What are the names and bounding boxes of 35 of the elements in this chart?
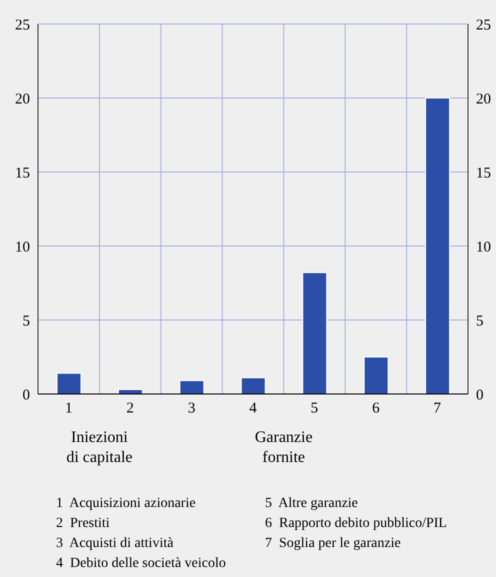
x-tick-label: 6 <box>372 400 380 417</box>
x-tick-label: 3 <box>188 400 196 417</box>
bar <box>302 272 328 394</box>
x-tick-label: 7 <box>434 400 442 417</box>
text: 3 Acquisti di attività <box>56 536 174 552</box>
x-tick-label: 2 <box>126 400 134 417</box>
y-tick-label: 15 <box>15 165 30 182</box>
text: 1 Acquisizioni azionarie <box>56 496 196 512</box>
text: Garanzie fornite <box>254 428 314 468</box>
bar <box>118 389 143 394</box>
bar <box>425 98 450 394</box>
x-tick-label: 1 <box>64 400 72 417</box>
text: 5 Altre garanzie <box>265 496 358 512</box>
bar <box>56 372 82 394</box>
text: 6 Rapporto debito pubblico/PIL <box>265 516 447 532</box>
y2-tick-label: 20 <box>476 91 491 108</box>
y-tick-label: 25 <box>15 17 30 34</box>
text: 4 Debito delle società veicolo <box>56 556 226 572</box>
text: 7 Soglia per le garanzie <box>265 536 401 552</box>
x-tick-label: 5 <box>310 400 318 417</box>
y-tick-label: 10 <box>15 239 30 256</box>
y-tick-label: 5 <box>22 313 30 330</box>
text: 2 Prestiti <box>56 516 110 532</box>
y2-tick-label: 10 <box>476 239 491 256</box>
y2-tick-label: 25 <box>476 17 491 34</box>
y2-tick-label: 0 <box>476 387 484 404</box>
bar <box>364 356 389 394</box>
bar <box>240 377 266 394</box>
text: Iniezioni di capitale <box>65 428 134 468</box>
y-tick-label: 0 <box>22 387 30 404</box>
y2-tick-label: 5 <box>476 313 484 330</box>
y-tick-label: 20 <box>15 91 30 108</box>
x-tick-label: 4 <box>249 400 258 417</box>
y2-tick-label: 15 <box>476 165 491 182</box>
bar <box>179 380 204 394</box>
